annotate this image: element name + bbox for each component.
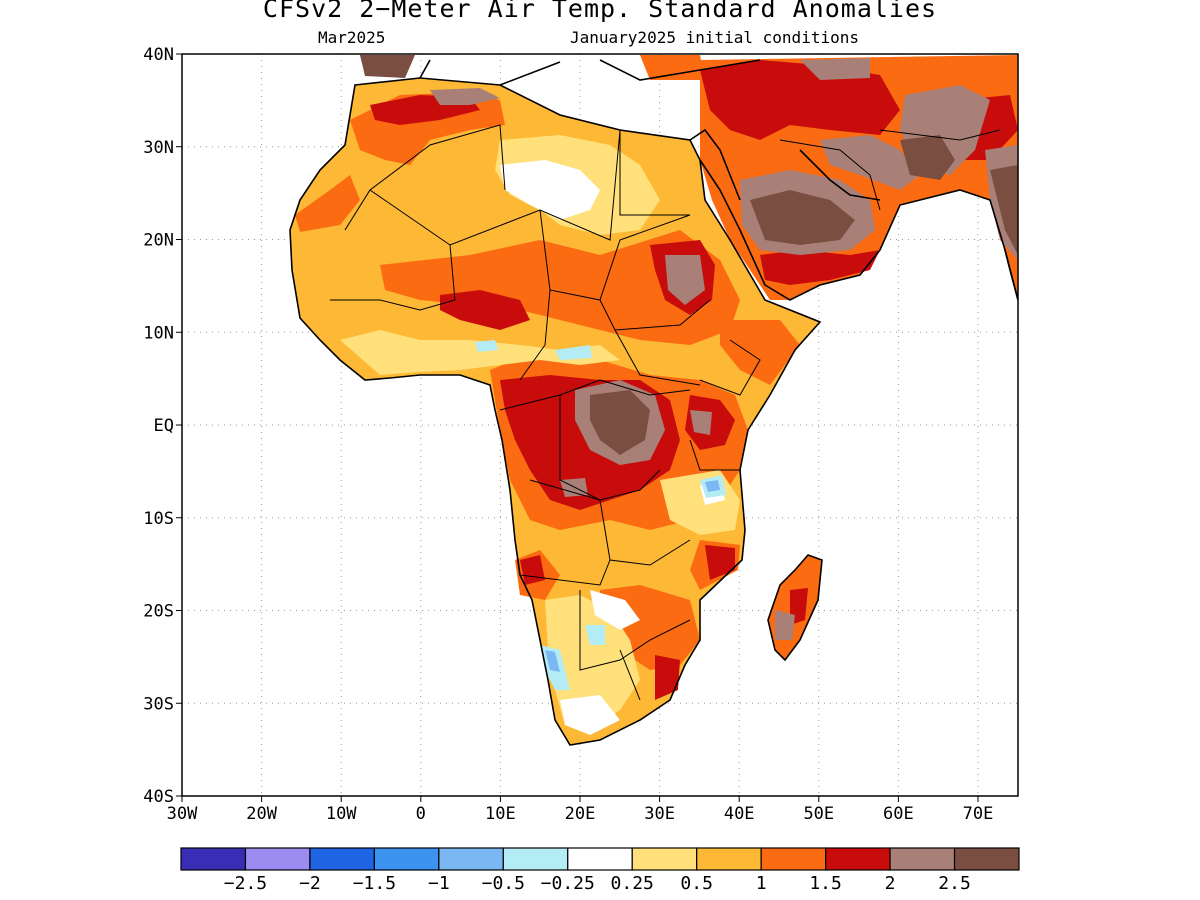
persian-gulf: [799, 149, 881, 201]
lon-label: 30W: [167, 804, 198, 824]
country-borders: [330, 124, 1001, 701]
lat-label: EQ: [154, 416, 174, 436]
colorbar-swatch: [567, 847, 633, 871]
colorbar-label: 0.25: [611, 873, 654, 894]
anomaly-neutral-regions: [500, 160, 725, 735]
lat-label: 10N: [143, 323, 174, 343]
lat-label: 30N: [143, 138, 174, 158]
lon-label: 20W: [246, 804, 277, 824]
lon-label: 40E: [724, 804, 755, 824]
arabia-coastline: [699, 159, 1018, 301]
madagascar-coastline: [767, 554, 823, 662]
lon-label: 50E: [803, 804, 834, 824]
initial-conditions: January2025 initial conditions: [570, 28, 859, 47]
colorbar-label: −0.5: [482, 873, 525, 894]
lat-label: 30S: [143, 694, 174, 714]
colorbar-swatch: [373, 847, 440, 871]
lon-label: 60E: [883, 804, 914, 824]
lon-label: 20E: [565, 804, 596, 824]
lat-label: 40S: [143, 787, 174, 807]
colorbar-label: −2: [299, 873, 321, 894]
colorbar-swatch: [953, 847, 1020, 871]
colorbar-label: 0.5: [680, 873, 713, 894]
europe-coast: [419, 59, 761, 86]
colorbar-swatch: [309, 847, 375, 871]
colorbar-label: 1: [756, 873, 767, 894]
coastlines: [289, 59, 1018, 746]
colorbar-label: −2.5: [224, 873, 267, 894]
land-shading: [290, 55, 1018, 745]
colorbar-swatch: [438, 847, 504, 871]
colorbar-swatch: [889, 847, 956, 871]
southern-europe: [640, 55, 705, 80]
lon-label: 70E: [963, 804, 994, 824]
forecast-month: Mar2025: [318, 28, 386, 47]
lat-label: 40N: [143, 45, 174, 65]
lon-label: 30E: [644, 804, 675, 824]
colorbar-label: 1.5: [809, 873, 842, 894]
colorbar-label: 2.5: [938, 873, 971, 894]
colorbar-swatch: [696, 847, 762, 871]
colorbar-label: −1.5: [353, 873, 396, 894]
red-sea-coast: [689, 128, 741, 201]
anomaly-cool-core: [545, 480, 720, 672]
colorbar-label: −1: [428, 873, 450, 894]
colorbar-swatch: [760, 847, 827, 871]
colorbar-swatch: [825, 847, 891, 871]
lon-label: 10E: [485, 804, 516, 824]
anomaly-extreme-regions: [360, 55, 1018, 455]
colorbar-label: −0.25: [541, 873, 595, 894]
colorbar-swatch: [502, 847, 569, 871]
colorbar-label: 2: [885, 873, 896, 894]
india-coast: [1004, 249, 1018, 301]
africa-coastline: [289, 77, 822, 746]
lat-label: 10S: [143, 509, 174, 529]
lon-label: 0: [416, 804, 426, 824]
colorbar-swatch: [244, 847, 311, 871]
map-title: CFSv2 2−Meter Air Temp. Standard Anomali…: [262, 0, 938, 23]
lon-label: 10W: [326, 804, 357, 824]
colorbar-swatch: [180, 847, 247, 871]
colorbar: −2.5 −2 −1.5 −1 −0.5 −0.25 0.25 0.5 1 1.5 2 2.5: [180, 847, 1020, 894]
lat-label: 20S: [143, 602, 174, 622]
colorbar-swatch: [631, 847, 698, 871]
lat-label: 20N: [143, 231, 174, 251]
